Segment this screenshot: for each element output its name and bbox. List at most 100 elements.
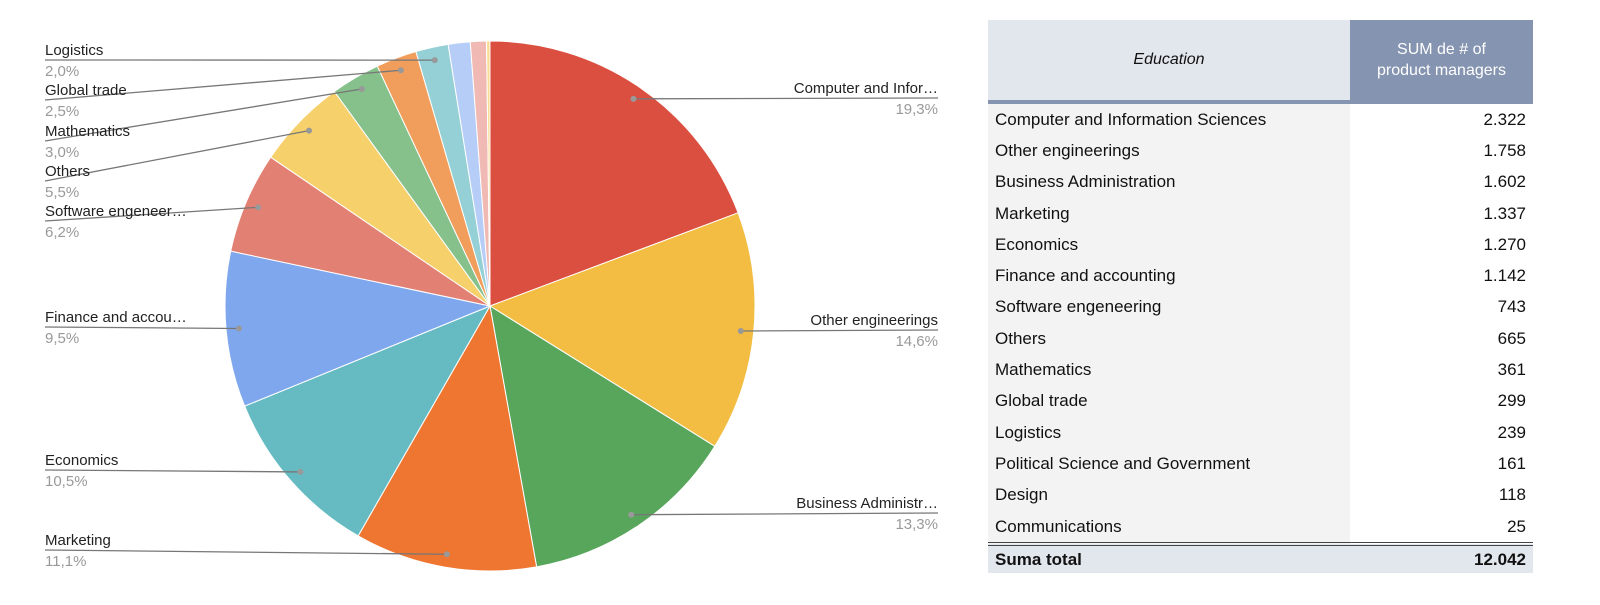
pie-chart: Computer and Infor… 19,3% Other engineerin… bbox=[44, 40, 939, 572]
row-education: Marketing bbox=[988, 197, 1350, 230]
row-value: 1.602 bbox=[1483, 172, 1526, 192]
table-row: Others 665 bbox=[988, 323, 1533, 355]
row-education: Business Administration bbox=[988, 166, 1350, 198]
leader-line bbox=[44, 549, 447, 555]
slice-percent: 2,5% bbox=[45, 103, 79, 120]
leader-dot bbox=[397, 67, 404, 74]
slice-label: Finance and accou… bbox=[45, 309, 187, 326]
slice-label: Computer and Infor… bbox=[794, 80, 938, 97]
total-row: Suma total 12.042 bbox=[988, 542, 1533, 574]
pivot-table: Education SUM de # of product managers Co… bbox=[988, 20, 1533, 574]
leader-line bbox=[631, 512, 939, 516]
row-education: Computer and Information Sciences bbox=[988, 102, 1350, 136]
leader-line bbox=[44, 130, 310, 182]
leader-dot bbox=[628, 511, 635, 518]
total-label: Suma total bbox=[988, 542, 1350, 574]
table-row: Marketing 1.337 bbox=[988, 197, 1533, 230]
header-education: Education bbox=[988, 20, 1350, 102]
row-value: 361 bbox=[1497, 360, 1526, 380]
row-education: Political Science and Government bbox=[988, 448, 1350, 480]
table-row: Mathematics 361 bbox=[988, 354, 1533, 386]
pie-slice bbox=[224, 250, 492, 407]
row-education: Other engineerings bbox=[988, 135, 1350, 167]
leader-dot bbox=[443, 551, 450, 558]
header-sum-line2: product managers bbox=[1377, 62, 1506, 79]
row-education: Economics bbox=[988, 229, 1350, 261]
slice-label: Others bbox=[45, 163, 90, 180]
row-value: 161 bbox=[1497, 453, 1526, 473]
row-value: 299 bbox=[1497, 391, 1526, 411]
leader-dot bbox=[306, 127, 313, 134]
slice-percent: 3,0% bbox=[45, 144, 79, 161]
table-row: Computer and Information Sciences 2.322 bbox=[988, 102, 1533, 136]
slice-percent: 11,1% bbox=[45, 553, 86, 570]
table-row: Design 118 bbox=[988, 479, 1533, 511]
slice-label: Software engeneer… bbox=[45, 203, 187, 220]
table-row: Finance and accounting 1.142 bbox=[988, 260, 1533, 292]
header-sum-line1: SUM de # of bbox=[1397, 41, 1486, 58]
row-value: 25 bbox=[1507, 516, 1526, 536]
row-value: 1.758 bbox=[1483, 140, 1526, 160]
slice-label: Business Administr… bbox=[796, 495, 938, 512]
slice-percent: 2,0% bbox=[45, 63, 79, 80]
pie-slice bbox=[489, 40, 739, 307]
pie-slice bbox=[488, 212, 756, 448]
leader-dot bbox=[630, 95, 637, 102]
row-value: 239 bbox=[1497, 422, 1526, 442]
slice-percent: 14,6% bbox=[895, 333, 938, 350]
slice-label: Economics bbox=[45, 452, 118, 469]
row-education: Mathematics bbox=[988, 354, 1350, 386]
row-education: Software engeneering bbox=[988, 291, 1350, 324]
table-row: Global trade 299 bbox=[988, 385, 1533, 417]
table-row: Political Science and Government 161 bbox=[988, 448, 1533, 480]
total-value: 12.042 bbox=[1350, 542, 1533, 574]
pie-slice bbox=[357, 304, 538, 572]
slice-percent: 5,5% bbox=[45, 184, 79, 201]
leader-line bbox=[44, 88, 362, 142]
slice-percent: 10,5% bbox=[45, 473, 88, 490]
row-education: Others bbox=[988, 323, 1350, 355]
row-education: Global trade bbox=[988, 385, 1350, 417]
pie-slice bbox=[489, 304, 716, 568]
slice-label: Global trade bbox=[45, 82, 127, 99]
row-value: 743 bbox=[1497, 297, 1526, 317]
leader-line bbox=[44, 69, 401, 101]
header-sum: SUM de # of product managers bbox=[1350, 20, 1533, 102]
row-education: Design bbox=[988, 479, 1350, 511]
row-education: Communications bbox=[988, 510, 1350, 545]
leader-line bbox=[44, 469, 301, 473]
table-row: Software engeneering 743 bbox=[988, 291, 1533, 324]
table-row: Logistics 239 bbox=[988, 416, 1533, 449]
leader-dot bbox=[431, 57, 438, 64]
table-row: Business Administration 1.602 bbox=[988, 166, 1533, 198]
leader-line bbox=[740, 329, 939, 332]
row-value: 665 bbox=[1497, 328, 1526, 348]
table-row: Other engineerings 1.758 bbox=[988, 135, 1533, 167]
leader-dot bbox=[255, 204, 262, 211]
row-education: Finance and accounting bbox=[988, 260, 1350, 292]
slice-label: Logistics bbox=[45, 42, 103, 59]
slice-percent: 9,5% bbox=[45, 330, 79, 347]
row-value: 1.337 bbox=[1483, 203, 1526, 223]
table-row: Economics 1.270 bbox=[988, 229, 1533, 261]
slice-percent: 6,2% bbox=[45, 224, 79, 241]
leader-dot bbox=[236, 325, 243, 332]
slice-label: Mathematics bbox=[45, 123, 130, 140]
slice-percent: 13,3% bbox=[895, 516, 938, 533]
leader-dot bbox=[358, 86, 365, 93]
slice-label: Other engineerings bbox=[810, 312, 938, 329]
slice-label: Marketing bbox=[45, 532, 111, 549]
table-row: Communications 25 bbox=[988, 510, 1533, 545]
leader-dot bbox=[737, 328, 744, 335]
row-education: Logistics bbox=[988, 416, 1350, 449]
row-value: 2.322 bbox=[1483, 109, 1526, 129]
leader-line bbox=[633, 97, 939, 100]
slice-percent: 19,3% bbox=[895, 101, 938, 118]
pie-slice bbox=[486, 40, 491, 307]
row-value: 118 bbox=[1498, 485, 1526, 505]
row-value: 1.142 bbox=[1483, 266, 1526, 286]
leader-line bbox=[44, 206, 259, 222]
pie-slice bbox=[243, 304, 492, 537]
row-value: 1.270 bbox=[1483, 234, 1526, 254]
leader-line bbox=[44, 326, 240, 330]
